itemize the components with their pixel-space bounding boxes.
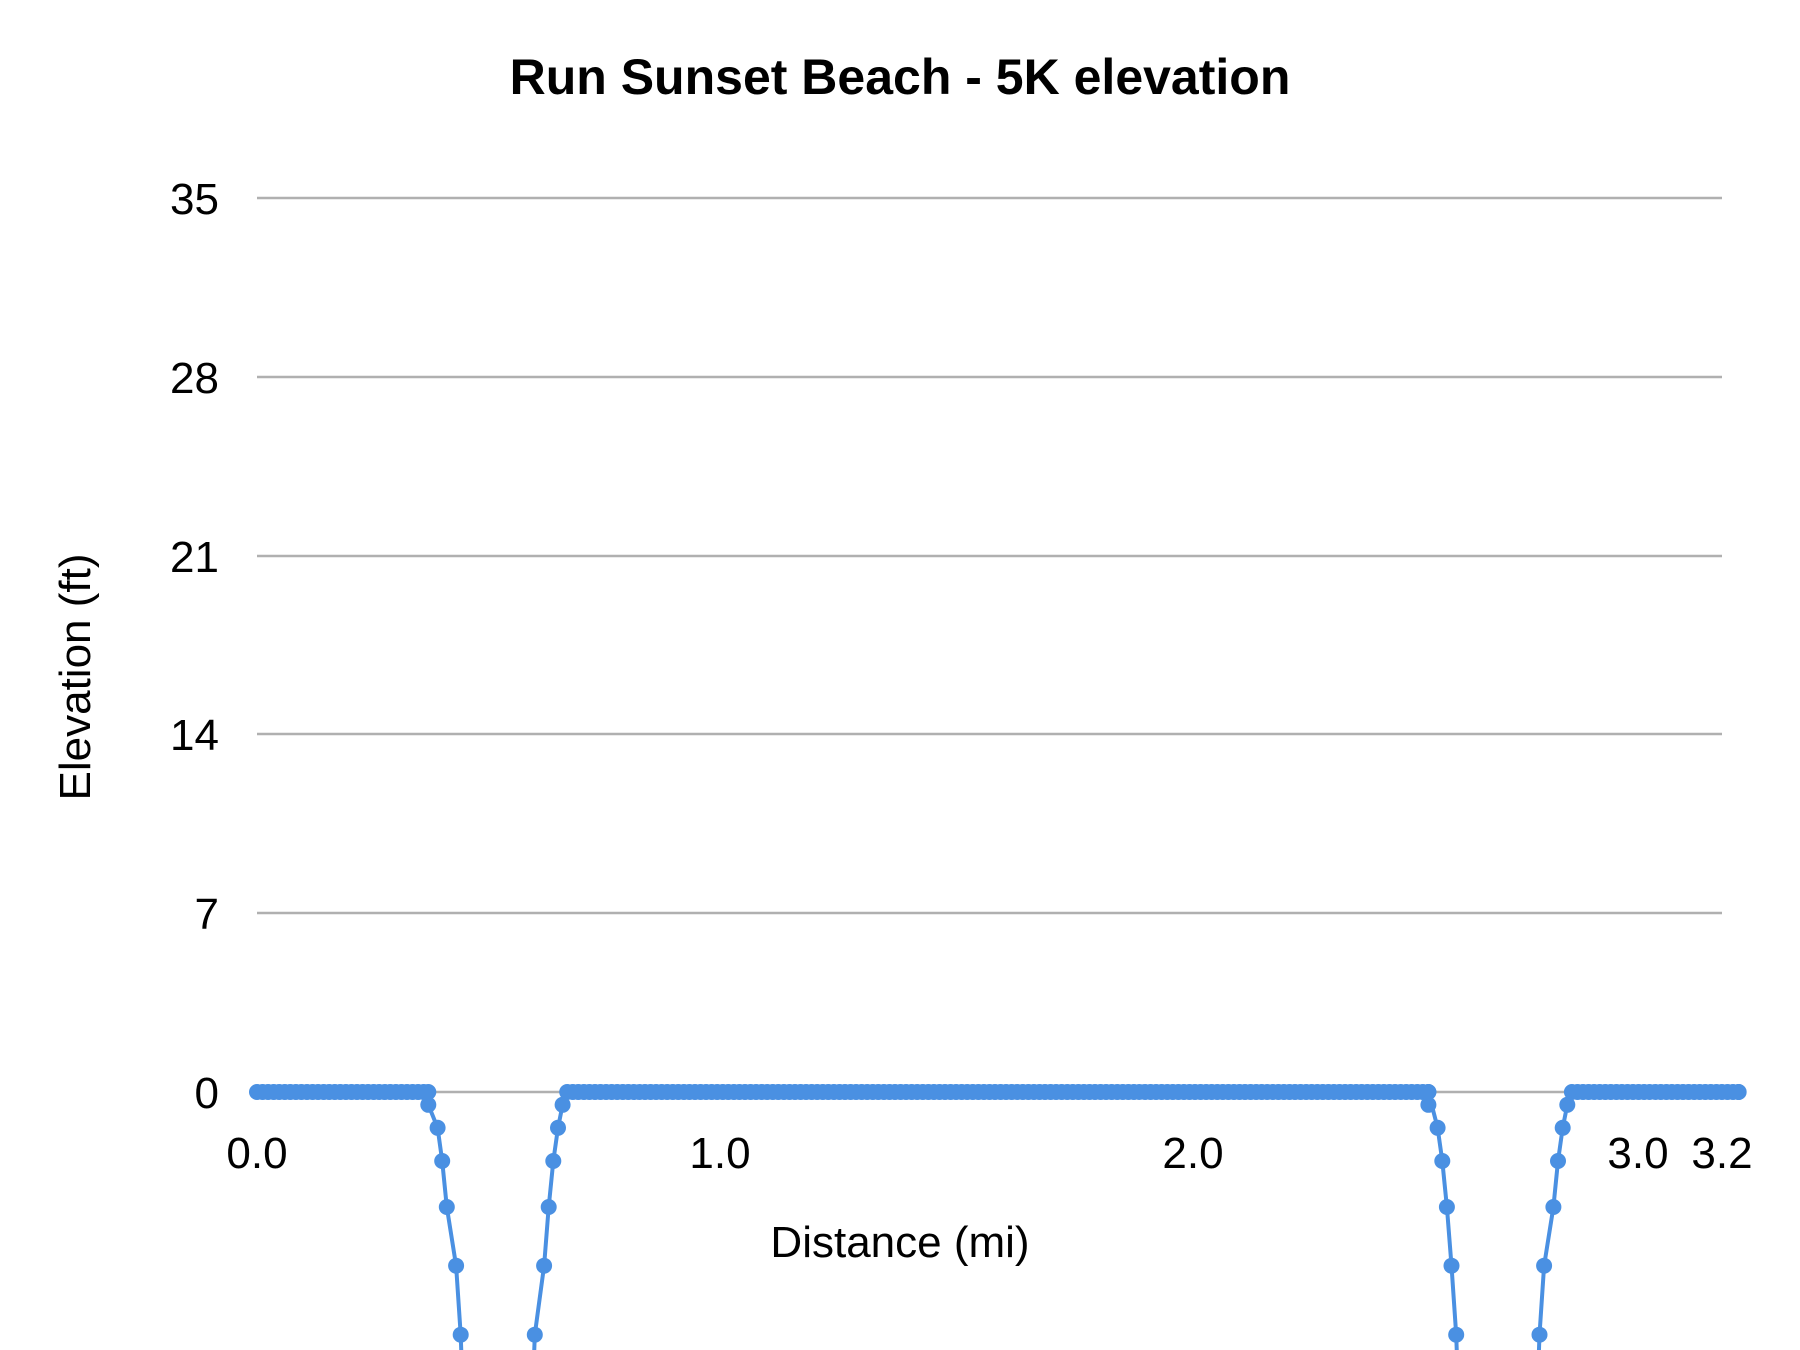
data-point — [1434, 1153, 1451, 1169]
x-axis-ticks: 0.0 1.0 2.0 3.0 3.2 — [226, 1129, 1752, 1178]
data-point — [536, 1257, 553, 1274]
y-axis-ticks: 35 28 21 14 7 0 — [170, 175, 219, 1118]
data-point — [448, 1257, 465, 1274]
data-point — [554, 1096, 571, 1113]
data-point — [1730, 1084, 1747, 1100]
data-point — [1550, 1153, 1566, 1169]
data-point — [452, 1326, 469, 1343]
data-point — [545, 1153, 562, 1169]
chart-title: Run Sunset Beach - 5K elevation — [510, 49, 1291, 105]
x-tick-label: 0.0 — [226, 1129, 287, 1178]
data-point — [540, 1199, 557, 1215]
data-point — [438, 1199, 455, 1215]
x-tick-label: 3.2 — [1691, 1129, 1752, 1178]
data-point — [1438, 1199, 1455, 1215]
y-tick-label: 7 — [195, 890, 219, 939]
data-point — [1554, 1119, 1571, 1136]
data-point — [1420, 1096, 1437, 1113]
x-tick-label: 3.0 — [1607, 1129, 1668, 1178]
data-point — [1536, 1257, 1553, 1274]
y-tick-label: 0 — [195, 1069, 219, 1118]
data-point — [526, 1326, 543, 1343]
y-tick-label: 35 — [170, 175, 219, 224]
data-point — [429, 1119, 446, 1136]
data-point — [1443, 1257, 1460, 1274]
y-tick-label: 14 — [170, 711, 219, 760]
series-elevation — [249, 1084, 1747, 1350]
y-tick-label: 21 — [170, 533, 219, 582]
y-axis-title: Elevation (ft) — [51, 554, 100, 801]
data-point — [550, 1119, 566, 1136]
data-point — [420, 1096, 437, 1113]
data-point — [1545, 1199, 1562, 1215]
x-tick-label: 2.0 — [1162, 1129, 1223, 1178]
data-point — [1559, 1096, 1576, 1113]
data-point — [434, 1153, 451, 1169]
data-point — [1448, 1326, 1465, 1343]
x-axis-title: Distance (mi) — [770, 1218, 1029, 1267]
y-tick-label: 28 — [170, 354, 219, 403]
y-gridlines — [257, 196, 1722, 1094]
data-point — [1420, 1084, 1437, 1100]
data-point — [420, 1084, 437, 1100]
x-tick-label: 1.0 — [689, 1129, 750, 1178]
data-point — [1531, 1326, 1548, 1343]
data-point — [1429, 1119, 1446, 1136]
